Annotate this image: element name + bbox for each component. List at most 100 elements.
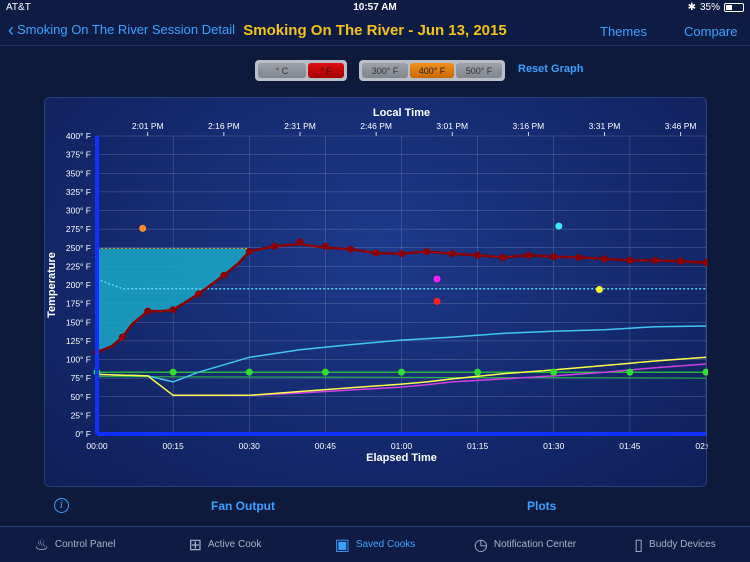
pit-data-point [321,242,329,250]
temperature-chart[interactable]: 0° F 25° F 50° F 75° F 100° F 125° F 150° F 175… [45,98,717,488]
bluetooth-icon: ✱ [687,2,696,13]
status-bar: AT&T 10:57 AM ✱ 35% [0,0,750,16]
tab-buddy-devices[interactable]: ▯ Buddy Devices [600,527,750,562]
floppy-disk-icon: ▣ [334,536,350,554]
top-tick-label: 2:31 PM [284,121,316,131]
tab-active-cook[interactable]: ⊞ Active Cook [150,527,300,562]
compare-button[interactable]: Compare [684,24,738,39]
pit-data-point [220,271,228,279]
graph-toolbar: ° C ° F 300° F 400° F 500° F Reset Graph [0,56,750,84]
fan-data-point [474,368,482,376]
tab-label: Control Panel [54,539,116,550]
tab-notification-center[interactable]: ◷ Notification Center [450,527,600,562]
top-tick-label: 2:16 PM [208,121,240,131]
y-tick-label: 375° F [66,150,91,160]
y-tick-label: 200° F [66,280,91,290]
pit-data-point [347,245,355,253]
pit-data-point [575,253,583,261]
setpoint-fill-area [97,248,250,353]
y-tick-label: 350° F [66,168,91,178]
y-tick-label: 75° F [71,373,91,383]
x-tick-label: 01:00 [391,441,413,451]
x-tick-label: 01:30 [543,441,565,451]
celsius-button[interactable]: ° C [258,63,306,78]
pit-data-point [601,255,608,263]
pit-data-point [626,256,634,264]
pit-data-point [474,251,482,259]
tab-saved-cooks[interactable]: ▣ Saved Cooks [300,527,450,562]
pit-data-point [271,242,279,250]
pit-data-point [677,257,685,265]
pit-data-point [118,333,126,341]
pit-data-point [702,259,710,267]
y-tick-label: 175° F [66,299,91,309]
x-tick-label: 01:15 [467,441,489,451]
fan-output-button[interactable]: Fan Output [211,499,275,513]
y-tick-label: 325° F [66,187,91,197]
fan-data-point [169,368,177,376]
series-line-fan-secondary [96,376,707,379]
pit-data-point [398,250,405,258]
fan-data-point [702,368,710,376]
pit-data-point [296,238,304,246]
reset-graph-button[interactable]: Reset Graph [518,63,584,75]
devices-icon: ▯ [634,536,644,554]
scale-500-button[interactable]: 500° F [456,63,502,78]
y-tick-label: 275° F [66,224,91,234]
pit-data-point [245,247,253,255]
navigation-bar: ‹ Smoking On The River Session Detail Sm… [0,16,750,46]
y-axis-title: Temperature [46,252,58,318]
y-tick-label: 250° F [66,243,91,253]
y-tick-label: 0° F [75,429,91,439]
add-square-icon: ⊞ [188,536,203,554]
themes-button[interactable]: Themes [600,24,647,39]
pit-data-point [144,307,152,315]
x-tick-label: 00:00 [86,441,108,451]
unit-toggle: ° C ° F [255,60,347,81]
pit-data-point [195,290,202,298]
y-tick-label: 225° F [66,261,91,271]
back-label: Smoking On The River Session Detail [17,22,235,37]
pit-data-point [169,306,177,314]
fan-data-point [626,368,634,376]
outlier-data-point [595,285,603,293]
top-axis-title: Local Time [373,107,430,119]
pit-data-point [651,256,659,264]
pit-data-point [423,247,431,255]
tab-control-panel[interactable]: ♨ Control Panel [0,527,150,562]
pit-data-point [499,253,507,261]
tab-bar: ♨ Control Panel ⊞ Active Cook ▣ Saved Co… [0,526,750,562]
y-tick-label: 150° F [66,317,91,327]
x-tick-label: 00:15 [162,441,184,451]
y-tick-label: 50° F [71,392,91,402]
y-tick-label: 125° F [66,336,91,346]
fan-data-point [398,368,405,376]
chart-panel: 0° F 25° F 50° F 75° F 100° F 125° F 150° F 175… [44,97,717,488]
clock: 10:57 AM [353,2,397,13]
scale-300-button[interactable]: 300° F [362,63,408,78]
chevron-left-icon: ‹ [8,19,14,40]
tab-label: Notification Center [493,539,577,550]
top-tick-label: 2:01 PM [132,121,164,131]
x-tick-label: 00:45 [315,441,337,451]
scale-400-button[interactable]: 400° F [410,63,454,78]
fahrenheit-button[interactable]: ° F [308,63,344,78]
top-tick-label: 2:46 PM [360,121,392,131]
series-line-probe-1 [96,325,707,383]
scale-toggle: 300° F 400° F 500° F [359,60,505,81]
info-icon[interactable]: i [54,498,69,513]
x-tick-label: 02:00 [695,441,708,451]
pit-data-point [372,249,380,257]
x-tick-label: 01:45 [619,441,641,451]
y-tick-label: 100° F [66,355,91,365]
stopwatch-icon: ◷ [473,536,488,554]
top-tick-label: 3:16 PM [513,121,545,131]
series-line-probe-2 [249,363,707,397]
back-button[interactable]: ‹ Smoking On The River Session Detail [8,19,235,40]
tab-label: Saved Cooks [355,539,416,550]
outlier-data-point [433,275,441,283]
plots-button[interactable]: Plots [527,499,557,513]
outlier-data-point [433,297,441,305]
x-tick-label: 00:30 [239,441,261,451]
battery-percent: 35% [699,2,720,13]
